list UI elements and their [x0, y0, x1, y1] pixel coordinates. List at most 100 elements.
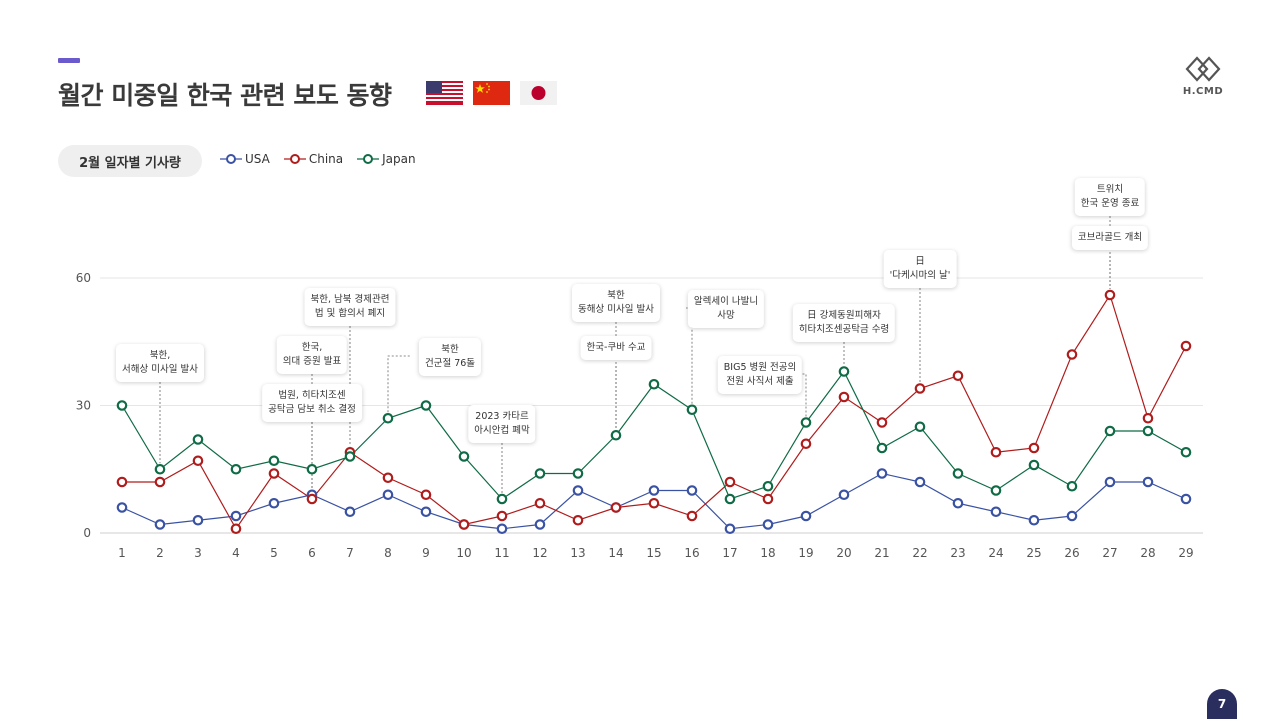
data-point-japan	[382, 412, 394, 424]
data-point-japan	[724, 493, 736, 505]
data-point-japan	[116, 400, 128, 411]
data-point-usa	[1180, 493, 1192, 505]
data-point-china	[610, 502, 622, 513]
legend-label-usa: USA	[245, 152, 270, 166]
data-point-japan	[990, 485, 1002, 496]
data-point-china	[1028, 442, 1040, 454]
data-point-japan	[762, 480, 774, 492]
x-tick-label: 27	[1102, 546, 1117, 560]
event-annotation: 북한 동해상 미사일 발사	[572, 284, 660, 322]
data-point-china	[686, 510, 698, 522]
annotation-line: 북한, 남북 경제관련	[310, 294, 390, 305]
legend-marker-usa	[220, 154, 242, 164]
x-tick-label: 5	[270, 546, 278, 560]
data-point-china	[306, 493, 318, 505]
x-tick-label: 28	[1140, 546, 1155, 560]
data-point-china	[800, 438, 812, 450]
data-point-japan	[496, 493, 508, 505]
x-tick-label: 13	[570, 546, 585, 560]
event-annotation: 법원, 히타치조센 공탁금 담보 취소 결정	[262, 384, 362, 422]
data-point-usa	[116, 502, 128, 513]
x-tick-label: 4	[232, 546, 240, 560]
data-point-japan	[1066, 480, 1078, 492]
annotation-line: '다케시마의 날'	[889, 270, 951, 281]
data-point-usa	[154, 519, 166, 530]
x-tick-label: 11	[494, 546, 509, 560]
data-point-china	[952, 370, 964, 382]
data-point-usa	[268, 497, 280, 509]
annotation-line: 아시안컵 폐막	[474, 425, 530, 436]
x-tick-label: 1	[118, 546, 126, 560]
data-point-usa	[572, 485, 584, 496]
x-tick-label: 25	[1026, 546, 1041, 560]
japan-flag-icon	[520, 81, 557, 105]
title-accent-bar	[58, 58, 80, 63]
event-annotation: 북한, 서해상 미사일 발사	[116, 344, 204, 382]
data-point-usa	[382, 489, 394, 501]
china-flag-icon	[473, 81, 510, 105]
data-point-usa	[952, 497, 964, 509]
data-point-japan	[610, 429, 622, 441]
data-point-china	[648, 497, 660, 509]
x-tick-label: 10	[456, 546, 471, 560]
data-point-china	[154, 476, 166, 488]
legend-label-china: China	[308, 152, 344, 166]
data-point-china	[724, 476, 736, 488]
data-point-china	[192, 455, 204, 467]
x-tick-label: 3	[194, 546, 202, 560]
logo-diamond-icon	[1185, 56, 1221, 82]
annotation-line: BIG5 병원 전공의	[723, 362, 797, 373]
data-point-japan	[1104, 425, 1116, 437]
data-point-usa	[914, 476, 926, 488]
annotation-line: 트위치	[1096, 184, 1124, 195]
legend-item-china: China	[283, 152, 344, 166]
event-annotation: 알렉세이 나발니 사망	[687, 290, 765, 328]
data-point-usa	[496, 523, 508, 535]
data-point-japan	[420, 400, 432, 411]
x-tick-label: 15	[646, 546, 661, 560]
x-tick-label: 8	[384, 546, 392, 560]
legend-item-usa: USA	[220, 152, 270, 166]
data-point-japan	[1142, 425, 1154, 437]
data-point-usa	[1104, 476, 1116, 488]
event-annotation: 2023 카타르 아시안컵 폐막	[468, 405, 536, 443]
data-point-japan	[952, 468, 964, 479]
annotation-line: 동해상 미사일 발사	[578, 304, 654, 315]
annotation-line: 한국-쿠바 수교	[586, 342, 646, 353]
data-point-usa	[648, 485, 660, 496]
data-point-china	[1180, 340, 1192, 352]
y-tick-label: 0	[83, 526, 91, 540]
data-point-china	[230, 523, 242, 535]
data-point-japan	[344, 451, 356, 462]
x-tick-label: 22	[912, 546, 927, 560]
data-point-china	[268, 468, 280, 479]
data-point-japan	[876, 442, 888, 454]
data-point-japan	[914, 421, 926, 433]
event-annotation: 코브라골드 개최	[1071, 226, 1149, 250]
data-point-japan	[534, 468, 546, 479]
usa-flag-icon	[426, 81, 463, 105]
x-tick-label: 20	[836, 546, 851, 560]
event-annotation: 북한, 남북 경제관련 법 및 합의서 폐지	[304, 288, 396, 326]
annotation-leader	[387, 355, 410, 413]
x-tick-label: 29	[1178, 546, 1193, 560]
x-tick-label: 2	[156, 546, 164, 560]
x-tick-label: 18	[760, 546, 775, 560]
logo-text: H.CMD	[1182, 86, 1224, 97]
chart-legend: USA China Japan	[220, 152, 416, 166]
data-point-china	[458, 519, 470, 530]
event-annotation: 한국, 의대 증원 발표	[276, 336, 348, 374]
data-point-japan	[572, 468, 584, 479]
data-point-japan	[686, 404, 698, 416]
data-point-usa	[762, 519, 774, 530]
annotation-line: 사망	[717, 310, 735, 321]
x-tick-label: 24	[988, 546, 1003, 560]
annotation-line: 서해상 미사일 발사	[122, 364, 198, 375]
data-point-usa	[686, 485, 698, 496]
annotation-line: 공탁금 담보 취소 결정	[268, 404, 356, 415]
data-point-china	[116, 476, 128, 488]
data-point-usa	[534, 519, 546, 530]
data-point-usa	[724, 523, 736, 535]
annotation-line: 북한	[441, 344, 459, 355]
event-annotation: BIG5 병원 전공의 전원 사직서 제출	[717, 356, 803, 394]
